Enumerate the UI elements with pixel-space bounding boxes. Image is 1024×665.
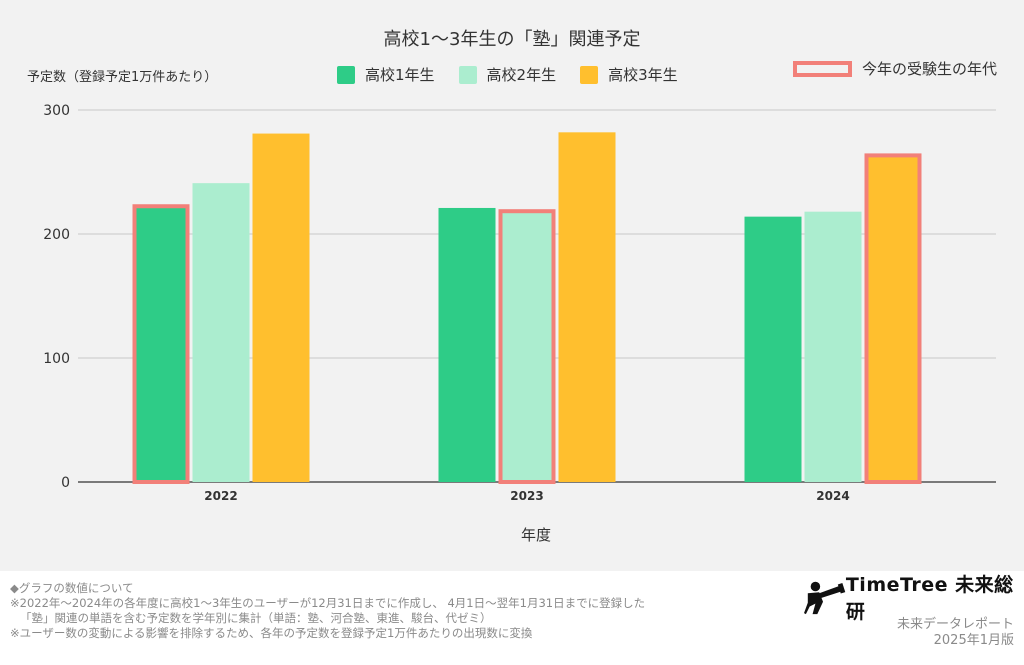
brand-logo: TimeTree 未来総研 (804, 574, 1024, 623)
legend-swatch-grade3 (580, 65, 599, 84)
bar (804, 211, 862, 482)
legend-label-grade2: 高校2年生 (486, 66, 557, 84)
legend-label-grade3: 高校3年生 (608, 66, 678, 84)
legend-item-grade1: 高校1年生 (337, 64, 435, 85)
legend-item-grade3: 高校3年生 (580, 64, 678, 85)
legend-label-grade1: 高校1年生 (365, 66, 435, 84)
x-tick-label: 2023 (510, 489, 543, 503)
legend-swatch-grade1 (337, 65, 355, 84)
x-axis-label: 年度 (520, 526, 551, 544)
x-tick-label: 2022 (204, 489, 237, 503)
brand-name: TimeTree 未来総研 (845, 574, 1014, 623)
footer-note-3: ※ユーザー数の変動による影響を排除するため、各年の予定数を登録予定1万件あたりの… (10, 626, 533, 640)
legend: 高校1年生 高校2年生 高校3年生 (337, 64, 678, 85)
chart-panel: 0 100 200 300 2022 2023 2024 高校1〜3年生の「塾」関連予定 予… (0, 0, 1024, 571)
bar-highlighted (864, 153, 922, 484)
chart-title: 高校1〜3年生の「塾」関連予定 (383, 29, 641, 50)
bar-chart: 0 100 200 300 2022 2023 2024 (43, 103, 996, 503)
highlight-swatch (793, 60, 852, 77)
bar-highlighted (498, 209, 556, 484)
legend-highlight: 今年の受験生の年代 (793, 58, 997, 79)
legend-swatch-grade2 (458, 65, 477, 84)
footer-note-2: 「塾」関連の単語を含む予定数を学年別に集計（単語：塾、河合塾、東進、駿台、代ゼミ… (20, 611, 492, 625)
y-tick-label: 200 (43, 227, 70, 243)
telescope-person-icon (804, 581, 846, 615)
y-tick-label: 100 (43, 351, 70, 367)
x-tick-label: 2024 (816, 489, 849, 503)
brand-sub: 未来データレポート 2025年1月版 (897, 617, 1014, 649)
footer-note-1: ※2022年〜2024年の各年度に高校1〜3年生のユーザーが12月31日までに作… (10, 596, 646, 610)
highlight-label: 今年の受験生の年代 (862, 60, 998, 78)
y-tick-label: 0 (61, 475, 70, 491)
bar (192, 183, 250, 482)
legend-item-grade2: 高校2年生 (458, 64, 557, 85)
y-axis-label: 予定数（登録予定1万件あたり） (27, 70, 218, 85)
y-tick-label: 300 (43, 103, 70, 119)
footer-notes: ◆グラフの数値について ※2022年〜2024年の各年度に高校1〜3年生のユーザ… (10, 581, 645, 641)
footer-note-heading: ◆グラフの数値について (10, 581, 134, 595)
bar (744, 216, 802, 482)
report-name: 未来データレポート (896, 617, 1014, 632)
bar (252, 133, 310, 482)
bar-highlighted (132, 204, 190, 485)
report-edition: 2025年1月版 (933, 633, 1014, 648)
bar (438, 207, 496, 482)
bar (558, 132, 616, 482)
